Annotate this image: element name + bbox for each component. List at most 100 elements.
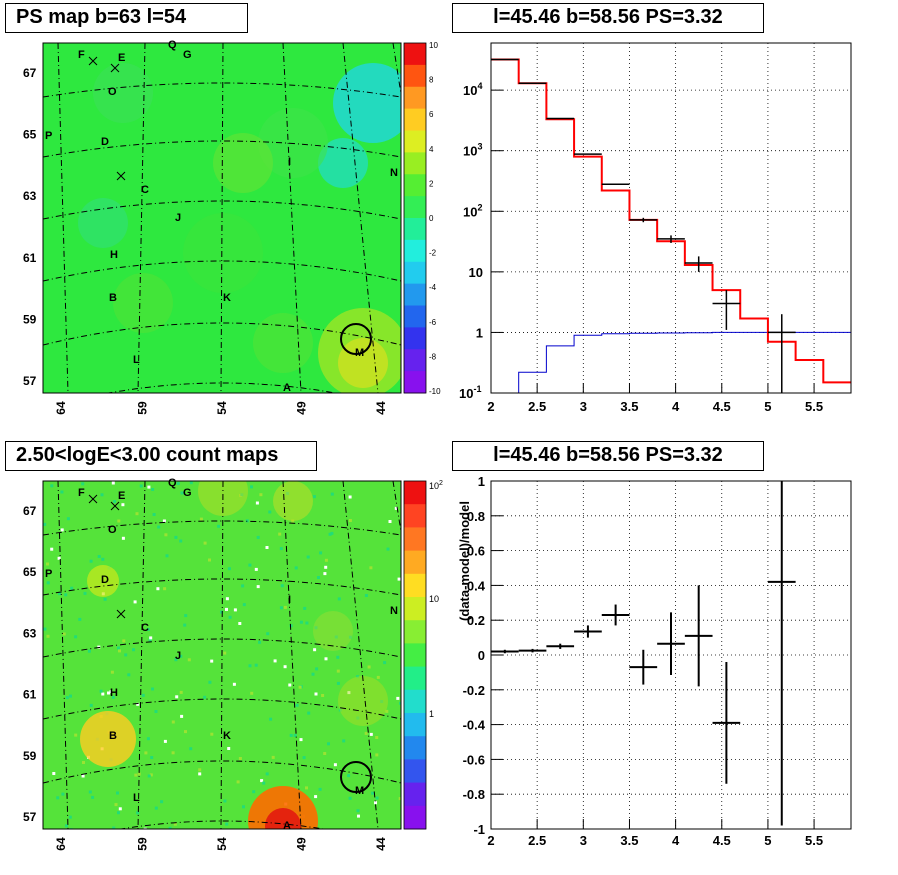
map-pixel (101, 692, 105, 696)
map-pixel (336, 669, 340, 673)
count-map-colorbar: 102 10 1 (403, 480, 443, 830)
spectrum-panel: 2 2.5 3 3.5 4 4.5 5 5.5 10-1 1 10 102 103 104 (459, 42, 852, 414)
map-pixel (386, 547, 390, 551)
colorbar-tick-label: 102 (429, 480, 443, 491)
colorbar-tick-label: 1 (429, 709, 434, 719)
map-pixel (199, 517, 203, 521)
map-pixel (117, 811, 120, 815)
map-pixel (348, 796, 352, 800)
source-label-b: B (109, 292, 117, 304)
latitude-line (43, 140, 401, 158)
map-pixel (74, 635, 78, 639)
map-pixel (375, 736, 379, 739)
x-tick-label: 49 (295, 837, 309, 851)
map-pixel (376, 675, 380, 679)
source-label-j: J (175, 212, 181, 224)
latitude-line (43, 698, 401, 720)
y-tick-label: 0 (478, 648, 485, 663)
x-tick-label: 5.5 (805, 399, 823, 414)
longitude-line (282, 481, 302, 829)
map-pixel (208, 680, 212, 684)
map-pixel (83, 591, 87, 595)
map-pixel (65, 696, 69, 700)
map-pixel (50, 484, 54, 488)
map-pixel (43, 522, 47, 526)
latitude-line (43, 638, 401, 658)
map-pixel (279, 547, 283, 551)
map-pixel (133, 600, 137, 604)
y-tick-label: 103 (463, 142, 482, 159)
source-cross (88, 494, 98, 504)
map-pixel (88, 790, 92, 794)
map-pixel (375, 796, 379, 800)
x-tick-label: 3.5 (620, 399, 638, 414)
ps-map-heatmap (43, 43, 401, 393)
map-pixel (187, 658, 191, 662)
map-pixel (111, 481, 115, 485)
map-pixel (336, 655, 340, 659)
map-pixel (399, 701, 401, 705)
map-pixel (141, 693, 145, 697)
source-label-c: C (141, 622, 149, 634)
ratio-line (491, 331, 851, 393)
map-pixel (164, 533, 168, 537)
colorbar-segment (404, 550, 426, 575)
map-pixel (43, 627, 47, 631)
map-pixel (198, 768, 202, 772)
x-tick-label: 44 (374, 837, 388, 851)
colorbar-segment (404, 573, 426, 598)
map-pixel (203, 695, 207, 699)
map-pixel (383, 661, 387, 665)
map-pixel (50, 547, 54, 551)
colorbar-segment (404, 620, 426, 644)
map-pixel (61, 792, 65, 796)
map-pixel (397, 577, 401, 581)
map-pixel (252, 790, 256, 794)
map-pixel (147, 774, 151, 778)
map-pixel (136, 702, 140, 706)
map-pixel (347, 774, 351, 778)
map-pixel (394, 506, 398, 510)
map-pixel (269, 717, 273, 721)
map-pixel (60, 528, 64, 532)
map-pixel (371, 791, 375, 795)
map-pixel (295, 703, 299, 707)
colorbar-segment (404, 736, 426, 760)
map-pixel (189, 747, 193, 751)
map-pixel (97, 555, 101, 558)
colorbar-segment (404, 239, 426, 263)
map-pixel (259, 493, 263, 497)
x-tick-label: 44 (374, 401, 388, 415)
colorbar-segment (404, 759, 426, 784)
map-pixel (315, 667, 319, 671)
source-label-b: B (109, 730, 117, 742)
map-pixel (311, 672, 315, 676)
map-pixel (238, 622, 242, 625)
map-pixel (348, 635, 352, 639)
map-pixel (254, 663, 258, 667)
map-pixel (388, 520, 392, 523)
x-tick-label: 5 (764, 833, 771, 848)
map-pixel (323, 572, 327, 576)
map-blob (87, 565, 119, 597)
y-tick-label: 63 (23, 626, 37, 640)
map-blob (213, 133, 273, 193)
map-pixel (52, 772, 56, 775)
map-pixel (139, 484, 143, 488)
longitude-line (137, 43, 146, 393)
colorbar-tick-label: -10 (429, 387, 441, 396)
map-pixel (100, 493, 104, 497)
colorbar-segment (404, 152, 426, 175)
map-pixel (317, 576, 320, 579)
map-pixel (154, 710, 158, 713)
colorbar-segment (404, 805, 426, 830)
map-pixel (58, 592, 62, 596)
map-pixel (173, 822, 177, 826)
map-pixel (137, 772, 141, 776)
y-tick-label: 61 (23, 688, 37, 702)
map-pixel (70, 586, 74, 590)
map-pixel (101, 557, 105, 561)
longitude-line (137, 481, 146, 829)
map-pixel (333, 763, 337, 767)
map-pixel (223, 651, 227, 655)
